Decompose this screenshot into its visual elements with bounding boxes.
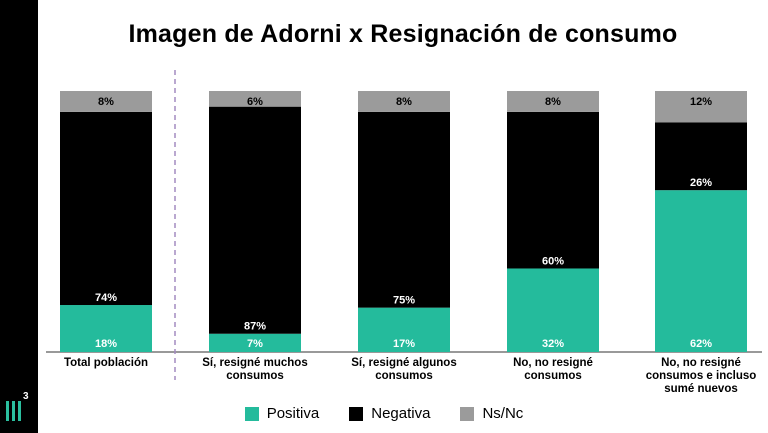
bar-positiva — [655, 190, 747, 352]
category-label: Sí, resigné muchos — [202, 357, 307, 369]
legend-item-negativa: Negativa — [349, 405, 430, 422]
data-label-negativa: 87% — [244, 321, 266, 333]
legend-label-nsnc: Ns/Nc — [482, 405, 524, 422]
brand-logo: 3 — [4, 391, 34, 421]
category-label: consumos — [375, 370, 433, 382]
chart-title: Imagen de Adorni x Resignación de consum… — [128, 20, 678, 48]
data-label-nsnc: 8% — [545, 96, 561, 108]
data-label-positiva: 17% — [393, 338, 415, 350]
category-label: No, no resigné — [513, 357, 593, 369]
data-label-nsnc: 6% — [247, 96, 263, 108]
legend-swatch-nsnc — [460, 406, 475, 421]
category-label: consumos — [524, 370, 582, 382]
bar-negativa — [60, 111, 152, 306]
bar-nsnc — [209, 91, 301, 107]
data-label-nsnc: 8% — [98, 96, 114, 108]
bar-nsnc — [655, 91, 747, 123]
legend-label-negativa: Negativa — [371, 405, 431, 422]
legend-item-nsnc: Ns/Nc — [460, 405, 523, 422]
bar-negativa — [209, 106, 301, 334]
data-label-negativa: 74% — [95, 292, 117, 304]
sidebar: 3 — [0, 0, 38, 433]
legend: Positiva Negativa Ns/Nc — [0, 405, 768, 422]
data-label-negativa: 26% — [690, 177, 712, 189]
bars-layer: 18% 74% 8% Total población 7% 87% 6% Sí, resign… — [60, 91, 756, 395]
category-label: consumos e incluso — [646, 370, 757, 382]
bar-negativa — [655, 122, 747, 191]
logo-bar — [18, 401, 21, 421]
category-label: Total población — [64, 357, 148, 369]
data-label-positiva: 18% — [95, 338, 117, 350]
bar-positiva — [507, 268, 599, 352]
bar-nsnc — [60, 91, 152, 112]
data-label-positiva: 62% — [690, 338, 712, 350]
logo-bar — [6, 401, 9, 421]
bar-nsnc — [358, 91, 450, 112]
bar-positiva — [60, 305, 152, 352]
legend-swatch-positiva — [244, 406, 259, 421]
data-label-positiva: 7% — [247, 338, 263, 350]
category-label: sumé nuevos — [664, 383, 738, 395]
category-label: consumos — [226, 370, 284, 382]
legend-item-positiva: Positiva — [244, 405, 320, 422]
data-label-positiva: 32% — [542, 338, 564, 350]
logo-superscript: 3 — [23, 391, 29, 402]
data-label-negativa: 75% — [393, 295, 415, 307]
data-label-nsnc: 12% — [690, 96, 712, 108]
data-label-nsnc: 8% — [396, 96, 412, 108]
bar-negativa — [507, 111, 599, 269]
category-label: Sí, resigné algunos — [351, 357, 456, 369]
category-label: No, no resigné — [661, 357, 741, 369]
logo-bar — [12, 401, 15, 421]
bar-positiva — [358, 307, 450, 352]
legend-label-positiva: Positiva — [266, 405, 320, 422]
legend-swatch-negativa — [349, 406, 364, 421]
data-label-negativa: 60% — [542, 255, 564, 267]
bar-negativa — [358, 111, 450, 308]
bar-nsnc — [507, 91, 599, 112]
bar-positiva — [209, 333, 301, 352]
